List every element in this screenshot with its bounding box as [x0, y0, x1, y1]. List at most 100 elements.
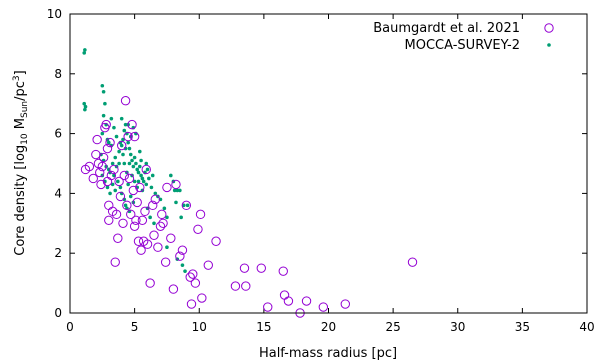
baumgardt-point — [117, 140, 127, 151]
x-tick-label: 20 — [321, 320, 336, 334]
mocca-point — [122, 128, 127, 133]
baumgardt-point — [126, 209, 136, 220]
mocca-point — [165, 245, 169, 250]
y-axis-label: Core density [log10 MSun/pc3] — [12, 70, 30, 255]
mocca-point — [110, 161, 115, 166]
mocca-point — [148, 215, 152, 220]
baumgardt-point — [119, 170, 129, 181]
x-tick-label: 40 — [579, 320, 594, 334]
mocca-point — [126, 140, 130, 145]
mocca-point — [137, 149, 142, 154]
baumgardt-point — [110, 257, 120, 267]
mocca-point — [147, 176, 151, 181]
x-tick-label: 5 — [131, 320, 139, 334]
baumgardt-point — [186, 299, 197, 309]
mocca-point — [82, 101, 87, 106]
baumgardt-point — [114, 176, 124, 187]
mocca-point — [175, 188, 180, 193]
baumgardt-point — [407, 257, 418, 267]
mocca-point — [128, 194, 133, 199]
baumgardt-point — [193, 224, 203, 234]
baumgardt-point — [128, 185, 139, 196]
mocca-point — [178, 188, 182, 193]
baumgardt-point — [181, 200, 192, 211]
baumgardt-point — [129, 131, 140, 142]
baumgardt-point — [150, 194, 161, 205]
baumgardt-point — [135, 182, 145, 193]
mocca-point — [127, 146, 132, 151]
mocca-point — [136, 170, 141, 175]
mocca-point — [116, 179, 120, 184]
baumgardt-point — [278, 266, 288, 276]
baumgardt-point — [97, 161, 108, 172]
data-points — [80, 48, 418, 318]
mocca-point — [105, 185, 110, 190]
mocca-point — [112, 125, 116, 130]
baumgardt-point — [106, 170, 117, 181]
baumgardt-point — [141, 164, 151, 175]
mocca-point — [185, 203, 190, 208]
baumgardt-point — [301, 296, 312, 306]
y-label-mid2: /pc — [13, 81, 28, 101]
legend-marker-mocca — [547, 43, 551, 47]
mocca-point — [139, 173, 143, 178]
mocca-point — [126, 182, 130, 187]
mocca-point — [123, 146, 128, 151]
mocca-point — [113, 188, 118, 193]
baumgardt-point — [318, 302, 329, 312]
mocca-point — [181, 203, 186, 208]
baumgardt-point — [160, 257, 171, 267]
baumgardt-point — [136, 245, 146, 255]
mocca-point — [103, 101, 107, 106]
legend-marker-baumgardt — [544, 23, 554, 33]
y-label-mid: M — [13, 118, 28, 133]
baumgardt-point — [149, 230, 159, 240]
mocca-point — [117, 161, 121, 166]
y-tick-label: 4 — [54, 186, 62, 200]
baumgardt-point — [142, 239, 153, 249]
baumgardt-point — [145, 278, 155, 288]
y-tick-label: 2 — [54, 246, 62, 260]
mocca-point — [162, 206, 167, 211]
mocca-point — [128, 152, 133, 157]
baumgardt-point — [132, 197, 142, 208]
baumgardt-point — [101, 119, 111, 130]
baumgardt-point — [98, 152, 109, 163]
mocca-point — [109, 116, 114, 121]
baumgardt-point — [263, 302, 273, 312]
baumgardt-point — [188, 269, 198, 279]
baumgardt-point — [118, 218, 128, 229]
baumgardt-point — [162, 182, 172, 193]
mocca-point — [180, 263, 185, 267]
y-label-sup: 3 — [12, 75, 22, 81]
mocca-point — [152, 221, 156, 226]
mocca-point — [135, 185, 140, 190]
mocca-point — [131, 164, 136, 169]
baumgardt-point — [153, 242, 163, 252]
baumgardt-point — [115, 191, 126, 202]
baumgardt-point — [105, 137, 115, 148]
mocca-point — [183, 269, 187, 273]
baumgardt-point — [340, 299, 351, 309]
baumgardt-point — [120, 96, 131, 106]
x-tick-label: 30 — [450, 320, 465, 334]
mocca-point — [132, 155, 137, 160]
mocca-point — [118, 185, 123, 190]
baumgardt-point — [185, 272, 195, 282]
baumgardt-point — [157, 209, 167, 220]
baumgardt-point — [230, 281, 241, 291]
baumgardt-point — [148, 200, 158, 211]
baumgardt-point — [155, 221, 166, 231]
mocca-point — [141, 179, 146, 184]
mocca-point — [121, 152, 125, 157]
baumgardt-point — [137, 215, 148, 226]
mocca-point — [172, 188, 177, 193]
baumgardt-point — [104, 200, 114, 211]
baumgardt-point — [91, 149, 101, 160]
baumgardt-point — [88, 173, 98, 184]
baumgardt-point — [239, 263, 250, 273]
baumgardt-point — [256, 263, 266, 273]
mocca-point — [100, 131, 105, 136]
baumgardt-point — [211, 236, 221, 246]
